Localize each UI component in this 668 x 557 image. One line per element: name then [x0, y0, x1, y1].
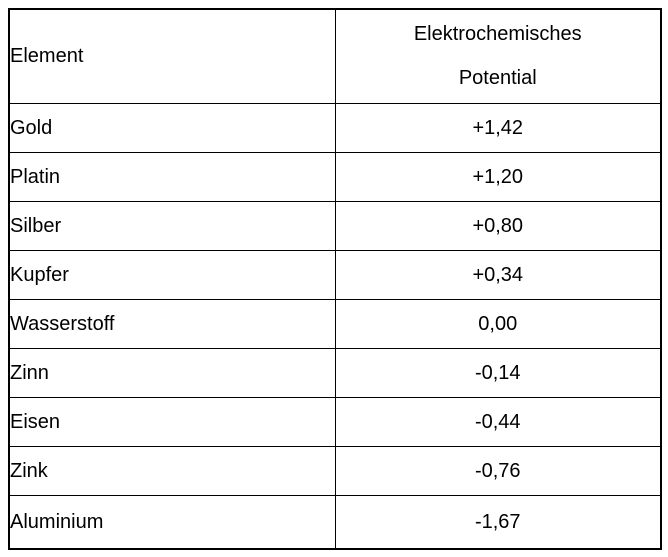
table-row: Zinn -0,14: [8, 348, 662, 398]
table-row: Silber +0,80: [8, 201, 662, 251]
element-cell: Silber: [8, 201, 336, 251]
element-cell: Zinn: [8, 348, 336, 398]
element-cell: Gold: [8, 103, 336, 153]
potential-header-line2: Potential: [458, 67, 537, 89]
potential-cell: 0,00: [334, 299, 662, 349]
header-row: Element Elektrochemisches Potential: [8, 8, 662, 104]
potential-cell: +1,42: [334, 103, 662, 153]
table-row: Kupfer +0,34: [8, 250, 662, 300]
element-cell: Eisen: [8, 397, 336, 447]
table-row: Aluminium -1,67: [8, 495, 662, 550]
table-row: Zink -0,76: [8, 446, 662, 496]
potential-cell: -0,44: [334, 397, 662, 447]
table-row: Gold +1,42: [8, 103, 662, 153]
electrochemical-potential-table: Element Elektrochemisches Potential Gold…: [8, 8, 662, 550]
electrochemical-potential-table-wrap: Element Elektrochemisches Potential Gold…: [8, 8, 662, 550]
element-cell: Aluminium: [8, 495, 336, 550]
potential-cell: -0,14: [334, 348, 662, 398]
potential-cell: -0,76: [334, 446, 662, 496]
element-cell: Wasserstoff: [8, 299, 336, 349]
element-cell: Zink: [8, 446, 336, 496]
potential-cell: -1,67: [334, 495, 662, 550]
element-header-cell: Element: [8, 8, 336, 104]
table-row: Eisen -0,44: [8, 397, 662, 447]
table-row: Wasserstoff 0,00: [8, 299, 662, 349]
element-cell: Kupfer: [8, 250, 336, 300]
potential-cell: +0,80: [334, 201, 662, 251]
potential-cell: +1,20: [334, 152, 662, 202]
table-row: Platin +1,20: [8, 152, 662, 202]
element-header-label: Element: [10, 45, 84, 67]
potential-header-cell: Elektrochemisches Potential: [334, 8, 662, 104]
potential-header-line1: Elektrochemisches: [413, 23, 582, 45]
element-cell: Platin: [8, 152, 336, 202]
potential-cell: +0,34: [334, 250, 662, 300]
